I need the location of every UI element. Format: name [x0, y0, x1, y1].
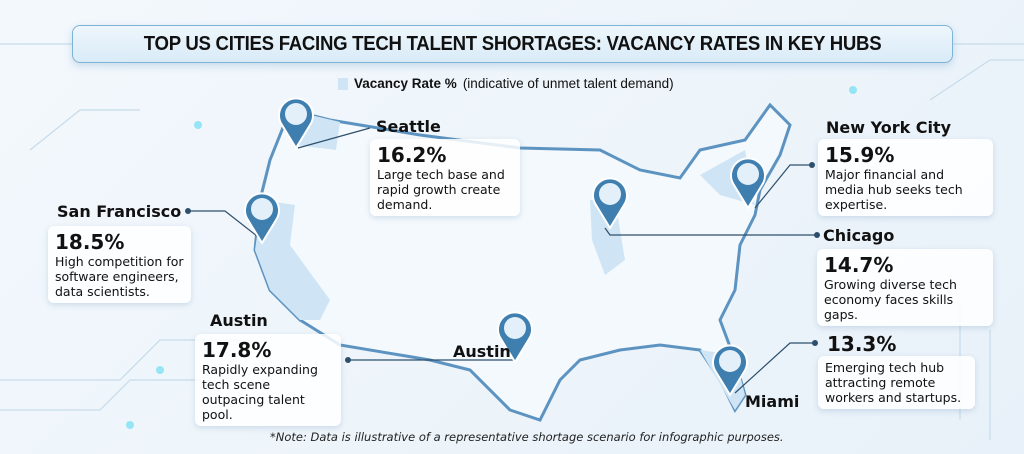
austin-map-label: Austin — [453, 342, 511, 361]
state-california — [255, 200, 330, 320]
legend-label: Vacancy Rate % — [354, 76, 457, 91]
chicago-rate: 14.7% — [824, 253, 894, 277]
seattle-card: 16.2% Large tech base and rapid growth c… — [370, 139, 520, 216]
austin-label: Austin — [210, 311, 268, 330]
chicago-card: 14.7% Growing diverse tech economy faces… — [817, 249, 993, 326]
austin-rate: 17.8% — [202, 338, 272, 362]
new-york-card: 15.9% Major financial and media hub seek… — [818, 139, 993, 216]
chicago-description: Growing diverse tech economy faces skill… — [824, 277, 957, 322]
new-york-label: New York City — [826, 118, 952, 137]
san-francisco-rate: 18.5% — [55, 230, 125, 254]
chicago-label: Chicago — [823, 226, 895, 245]
miami-rate: 13.3% — [827, 332, 897, 356]
austin-description: Rapidly expanding tech scene outpacing t… — [202, 362, 318, 422]
austin-card: 17.8% Rapidly expanding tech scene outpa… — [195, 334, 341, 426]
seattle-label: Seattle — [376, 117, 441, 136]
seattle-rate: 16.2% — [377, 143, 447, 167]
new-york-description: Major financial and media hub seeks tech… — [825, 167, 963, 212]
miami-card: Emerging tech hub attracting remote work… — [818, 356, 975, 409]
page-title: TOP US CITIES FACING TECH TALENT SHORTAG… — [143, 32, 882, 55]
san-francisco-label: San Francisco — [57, 202, 182, 221]
miami-map-label: Miami — [745, 392, 800, 411]
legend: Vacancy Rate % (indicative of unmet tale… — [338, 76, 674, 91]
san-francisco-card: 18.5% High competition for software engi… — [48, 226, 191, 303]
seattle-description: Large tech base and rapid growth create … — [377, 167, 505, 212]
footnote: *Note: Data is illustrative of a represe… — [270, 430, 784, 444]
san-francisco-description: High competition for software engineers,… — [55, 254, 184, 299]
legend-swatch — [338, 77, 348, 90]
legend-detail: (indicative of unmet talent demand) — [462, 76, 674, 91]
miami-description: Emerging tech hub attracting remote work… — [825, 360, 962, 405]
title-banner: TOP US CITIES FACING TECH TALENT SHORTAG… — [72, 25, 953, 63]
new-york-rate: 15.9% — [825, 143, 895, 167]
